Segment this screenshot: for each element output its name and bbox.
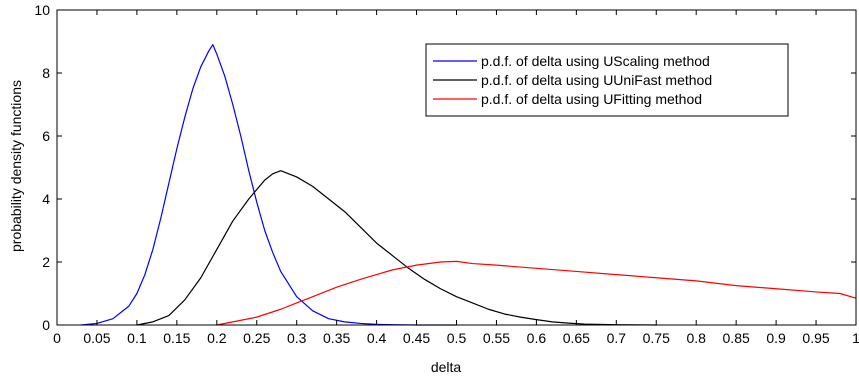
x-tick-label: 0.7 [607,330,627,346]
x-tick-label: 0.3 [287,330,307,346]
series-line-3 [216,260,857,326]
legend-entry-3: p.d.f. of delta using UFitting method [481,91,702,107]
x-tick-label: 0.85 [723,330,750,346]
x-axis-label: delta [431,359,462,375]
x-tick-label: 0.25 [243,330,270,346]
x-tick-label: 0.55 [483,330,510,346]
y-tick-label: 2 [42,254,50,270]
x-tick-label: 0.2 [207,330,227,346]
x-tick-label: 0.1 [127,330,147,346]
x-tick-label: 0.5 [447,330,467,346]
series-line-2 [136,170,657,326]
x-tick-label: 1 [852,330,859,346]
x-tick-label: 0.75 [643,330,670,346]
x-tick-label: 0.05 [83,330,110,346]
y-axis-label: probability density functions [8,80,24,252]
series-line-1 [80,44,457,326]
x-tick-label: 0.6 [527,330,547,346]
x-tick-label: 0.95 [802,330,829,346]
y-tick-label: 6 [42,128,50,144]
y-tick-label: 4 [42,191,50,207]
x-tick-label: 0.35 [323,330,350,346]
x-tick-label: 0.4 [367,330,387,346]
legend-entry-1: p.d.f. of delta using UScaling method [481,53,710,69]
x-tick-label: 0.15 [163,330,190,346]
y-tick-label: 8 [42,65,50,81]
x-tick-label: 0.45 [403,330,430,346]
x-tick-label: 0 [53,330,61,346]
y-tick-label: 0 [42,317,50,333]
y-tick-label: 10 [34,2,50,18]
legend: p.d.f. of delta using UScaling method p.d… [425,43,789,117]
x-tick-label: 0.65 [563,330,590,346]
legend-entry-2: p.d.f. of delta using UUniFast method [481,72,712,88]
legend-box [425,43,789,117]
y-axis-ticks: 0 2 4 6 8 10 [34,2,856,333]
x-tick-label: 0.8 [686,330,706,346]
x-axis-ticks: 0 0.05 0.1 0.15 0.2 0.25 0.3 0.35 0.4 0.45 0.5 0.55… [53,10,859,346]
x-tick-label: 0.9 [766,330,786,346]
series-layer [80,44,857,326]
